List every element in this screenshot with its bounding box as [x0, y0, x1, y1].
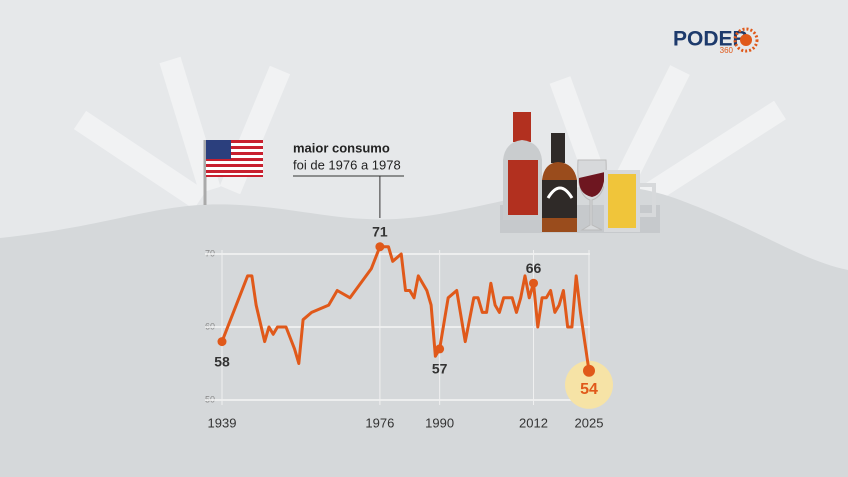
annotation: foi de 1976 a 1978 [293, 157, 401, 172]
point [435, 344, 445, 354]
series-line [220, 245, 591, 372]
data-label: 57 [432, 361, 448, 377]
x-tick-label: 2012 [519, 415, 548, 430]
data-label: 54 [580, 381, 598, 398]
logo: PODER 360 [673, 27, 759, 55]
bottles [500, 112, 660, 233]
x-tick-label: 2025 [575, 415, 604, 430]
logo-suffix: 360 [720, 46, 734, 55]
hill [0, 185, 848, 477]
point [529, 278, 539, 288]
point [375, 242, 385, 252]
point [583, 364, 595, 377]
annotation: maior consumo [293, 140, 390, 155]
logo-name: PODER [673, 28, 748, 51]
x-tick-label: 1990 [425, 415, 454, 430]
data-label: 58 [214, 353, 230, 369]
x-tick-label: 1976 [365, 415, 394, 430]
data-label: 71 [372, 223, 388, 239]
point [217, 337, 227, 347]
highlight-halo [565, 360, 613, 409]
x-tick-label: 1939 [208, 415, 237, 430]
flag [203, 140, 263, 205]
data-label: 66 [526, 260, 542, 276]
plot: 50607019391976199020122025maior consumof… [205, 140, 613, 430]
